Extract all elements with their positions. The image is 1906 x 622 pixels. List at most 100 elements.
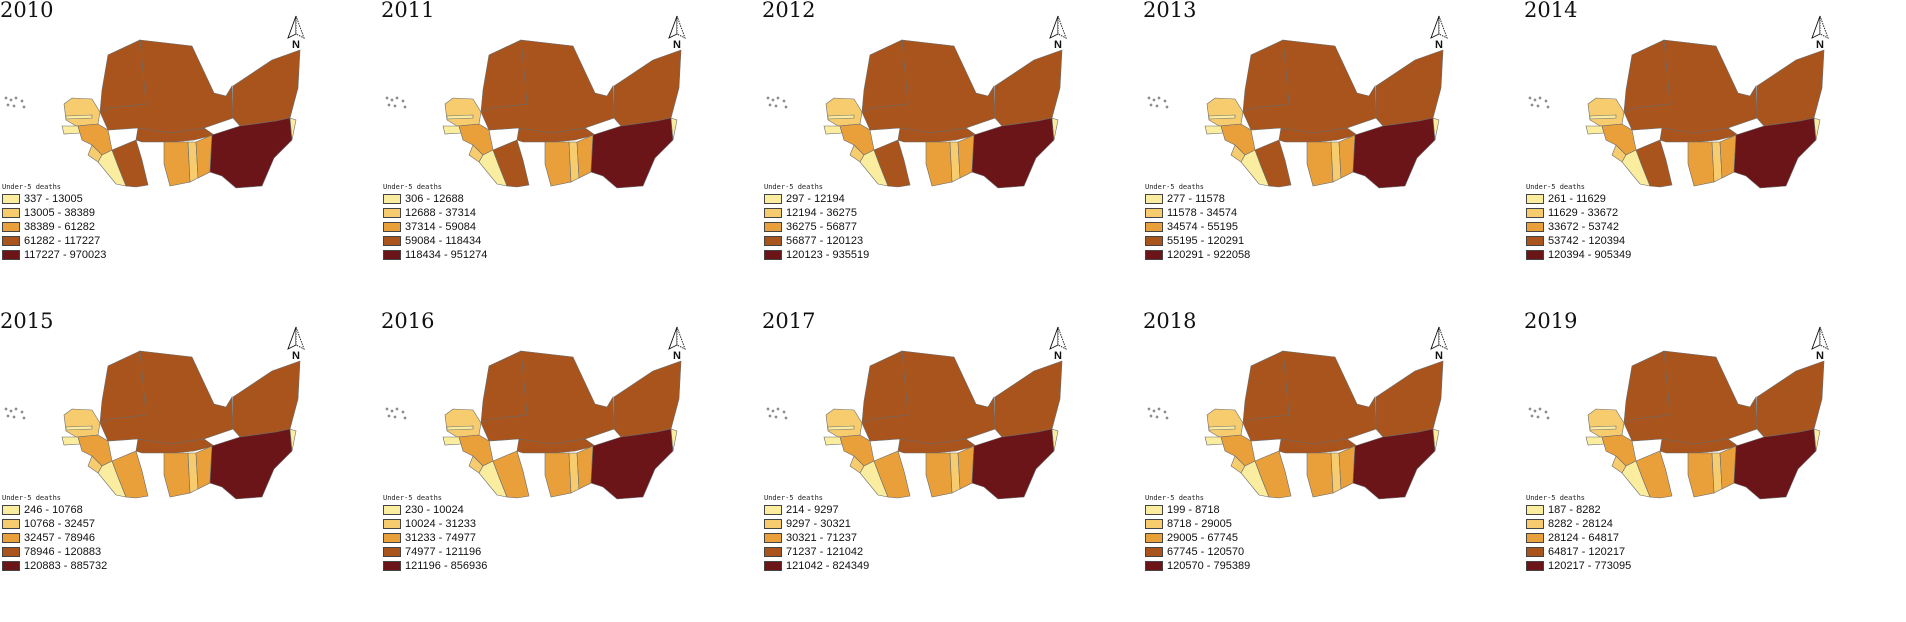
legend-swatch <box>383 194 401 204</box>
island-dot <box>1538 96 1542 100</box>
island-dot <box>22 105 26 109</box>
north-arrow-icon: N <box>1049 326 1067 362</box>
country-burkina <box>897 438 977 454</box>
legend-range-label: 9297 - 30321 <box>786 518 851 530</box>
country-gambia <box>65 425 93 431</box>
island-dot <box>390 409 394 413</box>
legend-range-label: 64817 - 120217 <box>1548 546 1626 558</box>
legend-range-label: 67745 - 120570 <box>1167 546 1245 558</box>
west-africa-choropleth: N <box>1147 15 1448 189</box>
map-legend: Under-5 deaths 214 - 9297 9297 - 30321 3032… <box>764 493 869 573</box>
legend-swatch <box>1145 236 1163 246</box>
country-nigeria <box>209 117 293 189</box>
legend-range-label: 117227 - 970023 <box>24 249 107 261</box>
legend-range-label: 120394 - 905349 <box>1548 249 1632 261</box>
island-dot <box>766 407 770 411</box>
legend-swatch <box>2 533 20 543</box>
legend-range-label: 11629 - 33672 <box>1548 207 1619 219</box>
country-ivorycoast <box>492 450 530 499</box>
island-dot <box>1546 416 1550 420</box>
legend-swatch <box>2 194 20 204</box>
country-benin <box>1338 134 1356 179</box>
country-senegal <box>63 408 101 438</box>
legend-item: 9297 - 30321 <box>764 517 869 531</box>
legend-range-label: 199 - 8718 <box>1167 504 1220 516</box>
country-ghana <box>1306 141 1334 187</box>
legend-range-label: 261 - 11629 <box>1548 193 1606 205</box>
legend-item: 121042 - 824349 <box>764 559 869 573</box>
country-gambia <box>1589 425 1617 431</box>
west-africa-choropleth: N <box>766 15 1067 189</box>
island-dot <box>771 98 775 102</box>
country-guineabissau <box>823 436 843 446</box>
legend-title: Under-5 deaths <box>1526 494 1586 502</box>
island-dot <box>14 407 18 411</box>
panel-year-title: 2011 <box>381 0 435 22</box>
legend-item: 38389 - 61282 <box>2 220 106 234</box>
map-legend: Under-5 deaths 230 - 10024 10024 - 31233 31… <box>383 493 487 573</box>
island-dot <box>393 415 397 419</box>
island-dot <box>14 96 18 100</box>
country-senegal <box>1587 408 1625 438</box>
legend-swatch <box>383 208 401 218</box>
legend-range-label: 30321 - 71237 <box>786 532 857 544</box>
island-dot <box>1163 410 1167 414</box>
legend-title: Under-5 deaths <box>383 183 443 191</box>
legend-range-label: 32457 - 78946 <box>24 532 95 544</box>
legend-swatch <box>1526 194 1544 204</box>
map-panel: 2018 N Under-5 deaths 199 - 8718 8718 - 2900… <box>1143 311 1524 622</box>
legend-swatch <box>1145 222 1163 232</box>
island-dot <box>782 99 786 103</box>
west-africa-choropleth: N <box>1147 326 1448 500</box>
panel-year-title: 2014 <box>1524 0 1578 22</box>
legend-title: Under-5 deaths <box>1145 183 1205 191</box>
country-senegal <box>1206 97 1244 127</box>
west-africa-choropleth: N <box>4 326 305 500</box>
island-dot <box>6 103 10 107</box>
map-legend: Under-5 deaths 246 - 10768 10768 - 32457 32… <box>2 493 107 573</box>
legend-range-label: 297 - 12194 <box>786 193 845 205</box>
island-dot <box>20 410 24 414</box>
country-niger <box>994 360 1063 438</box>
country-mauritania <box>99 39 147 113</box>
legend-swatch <box>1526 533 1544 543</box>
island-dot <box>1544 99 1548 103</box>
country-benin <box>957 134 975 179</box>
panel-year-title: 2010 <box>0 0 54 22</box>
legend-swatch <box>1145 194 1163 204</box>
map-panel: 2014 N Under-5 deaths 261 - 11629 11629 - 33… <box>1524 0 1905 311</box>
legend-range-label: 78946 - 120883 <box>24 546 102 558</box>
north-label: N <box>292 350 300 362</box>
legend-range-label: 74977 - 121196 <box>405 546 482 558</box>
legend-item: 120291 - 922058 <box>1145 248 1250 262</box>
legend-item: 71237 - 121042 <box>764 545 869 559</box>
north-arrow-icon: N <box>1811 326 1829 362</box>
island-dot <box>1155 415 1159 419</box>
legend-item: 120217 - 773095 <box>1526 559 1631 573</box>
north-arrow-icon: N <box>287 15 305 51</box>
island-dot <box>768 414 772 418</box>
country-gambia <box>446 114 474 120</box>
country-burkina <box>1659 127 1739 143</box>
country-mauritania <box>1242 350 1290 424</box>
island-dot <box>4 96 8 100</box>
country-burkina <box>897 127 977 143</box>
country-benin <box>1338 445 1356 490</box>
legend-range-label: 10024 - 31233 <box>405 518 476 530</box>
country-burkina <box>1659 438 1739 454</box>
west-africa-choropleth: N <box>766 326 1067 500</box>
north-label: N <box>1054 350 1062 362</box>
island-dot <box>1157 96 1161 100</box>
legend-swatch <box>2 505 20 515</box>
legend-swatch <box>1145 547 1163 557</box>
island-dot <box>776 407 780 411</box>
legend-swatch <box>764 194 782 204</box>
legend-range-label: 56877 - 120123 <box>786 235 864 247</box>
country-cameroonedge <box>289 117 297 141</box>
country-cameroonedge <box>1813 428 1821 452</box>
north-label: N <box>673 350 681 362</box>
country-gambia <box>1208 114 1236 120</box>
legend-swatch <box>1145 250 1163 260</box>
country-benin <box>195 445 213 490</box>
island-dot <box>1165 105 1169 109</box>
